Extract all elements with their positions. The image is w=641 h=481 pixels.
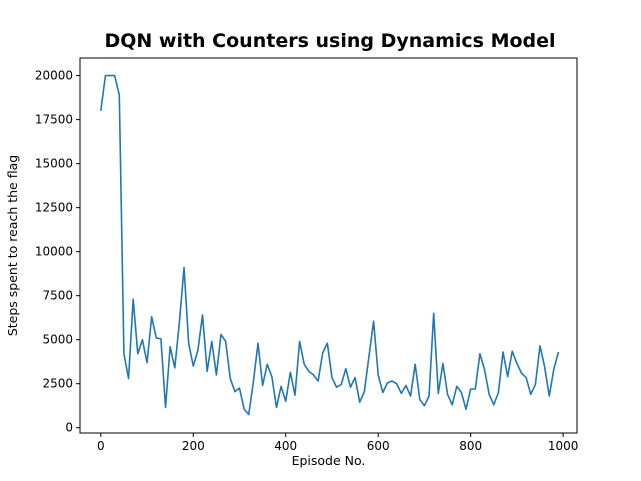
plot-area (100, 74, 560, 416)
x-tick-label: 200 (182, 439, 205, 453)
y-axis-label: Steps spent to reach the flag (5, 155, 20, 336)
x-tick-label: 0 (97, 439, 105, 453)
x-tick-label: 800 (459, 439, 482, 453)
series-line (100, 74, 560, 416)
y-tick-label: 5000 (42, 333, 73, 347)
x-tick-label: 600 (367, 439, 390, 453)
chart-title: DQN with Counters using Dynamics Model (104, 30, 555, 52)
x-tick-label: 1000 (548, 439, 579, 453)
y-tick-label: 2500 (42, 377, 73, 391)
x-tick-label: 400 (274, 439, 297, 453)
plot-frame (79, 57, 578, 434)
y-tick-label: 12500 (35, 201, 73, 215)
x-axis-label: Episode No. (292, 453, 366, 468)
y-tick-label: 0 (65, 421, 73, 435)
axis-ticks: 0 200 400 600 800 100002500500075001000012500… (35, 69, 579, 453)
y-tick-label: 10000 (35, 245, 73, 259)
y-tick-label: 20000 (35, 69, 73, 83)
y-tick-label: 17500 (35, 113, 73, 127)
y-tick-label: 15000 (35, 157, 73, 171)
y-tick-label: 7500 (42, 289, 73, 303)
